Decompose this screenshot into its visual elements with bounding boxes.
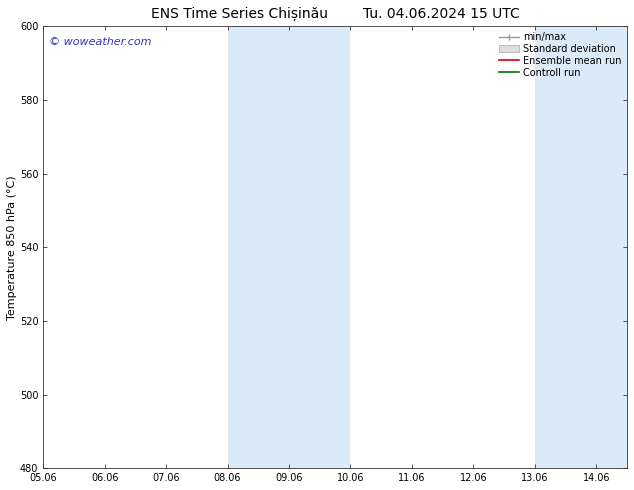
- Bar: [228, 26, 351, 468]
- Text: © woweather.com: © woweather.com: [49, 37, 152, 48]
- Title: ENS Time Series Chișinău        Tu. 04.06.2024 15 UTC: ENS Time Series Chișinău Tu. 04.06.2024 …: [151, 7, 519, 21]
- Legend: min/max, Standard deviation, Ensemble mean run, Controll run: min/max, Standard deviation, Ensemble me…: [496, 29, 624, 81]
- Bar: [535, 26, 627, 468]
- Y-axis label: Temperature 850 hPa (°C): Temperature 850 hPa (°C): [7, 175, 17, 319]
